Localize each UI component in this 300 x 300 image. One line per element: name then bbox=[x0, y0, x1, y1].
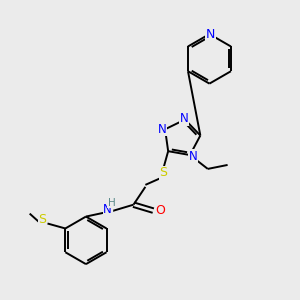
Text: S: S bbox=[39, 213, 46, 226]
Text: H: H bbox=[108, 198, 116, 208]
Text: N: N bbox=[206, 28, 215, 40]
Text: N: N bbox=[103, 203, 112, 216]
Text: N: N bbox=[180, 112, 188, 125]
Text: N: N bbox=[189, 149, 197, 163]
Text: O: O bbox=[155, 204, 165, 217]
Text: S: S bbox=[159, 167, 167, 179]
Text: N: N bbox=[158, 123, 167, 136]
